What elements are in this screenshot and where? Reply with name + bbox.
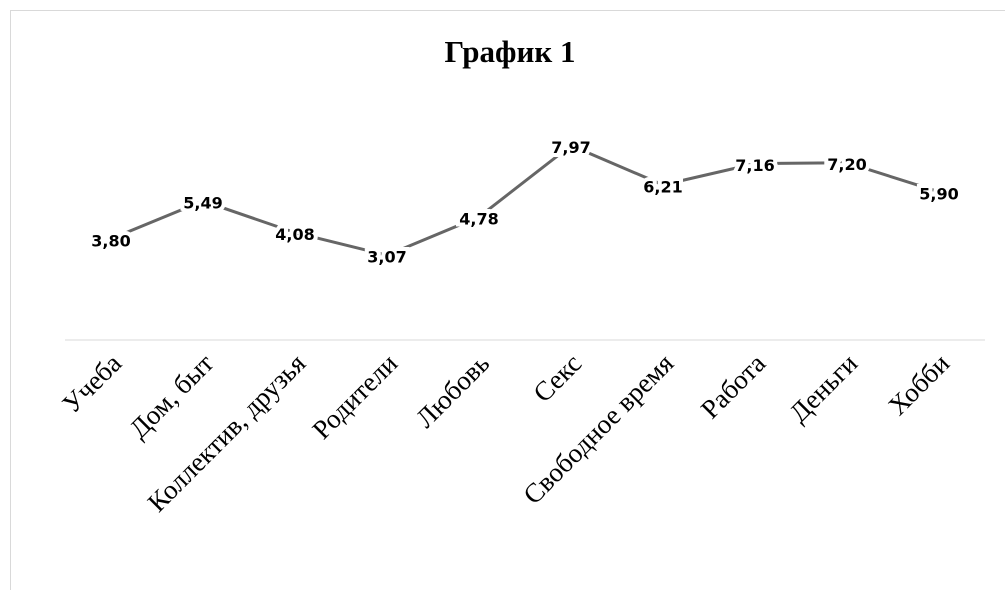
chart-title: График 1: [445, 34, 576, 69]
data-label: 7,97: [551, 138, 590, 157]
data-label: 7,16: [735, 156, 774, 175]
data-label: 3,07: [367, 248, 406, 267]
data-label: 6,21: [643, 177, 682, 196]
data-label: 3,80: [91, 231, 130, 250]
line-series: [110, 143, 940, 257]
data-label: 4,78: [459, 209, 498, 228]
data-label: 5,90: [919, 184, 958, 203]
chart-frame: [10, 10, 1005, 590]
data-label: 7,20: [827, 155, 866, 174]
data-label: 4,08: [275, 225, 314, 244]
data-label: 5,49: [183, 194, 222, 213]
